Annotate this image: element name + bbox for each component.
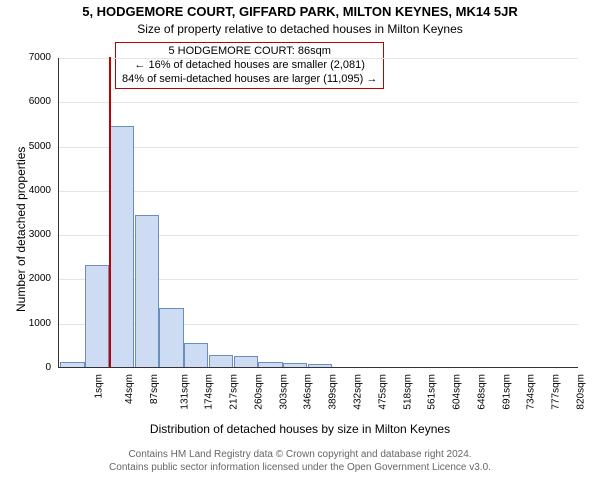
x-tick-label: 648sqm xyxy=(476,374,487,410)
y-tick-label: 1000 xyxy=(1,318,51,329)
x-tick-label: 389sqm xyxy=(328,374,339,410)
page-subtitle: Size of property relative to detached ho… xyxy=(0,22,600,36)
histogram-bar xyxy=(184,343,208,367)
footer-line-2: Contains public sector information licen… xyxy=(0,461,600,474)
x-axis-label: Distribution of detached houses by size … xyxy=(0,422,600,436)
histogram-bar xyxy=(209,355,233,367)
gridline xyxy=(59,58,578,59)
gridline xyxy=(59,147,578,148)
histogram-bar xyxy=(85,265,109,367)
histogram-bar xyxy=(110,126,134,367)
x-tick-label: 303sqm xyxy=(278,374,289,410)
x-tick-label: 777sqm xyxy=(551,374,562,410)
histogram-bar xyxy=(258,362,282,367)
y-tick-label: 7000 xyxy=(1,52,51,63)
x-tick-label: 44sqm xyxy=(124,374,135,404)
y-tick-label: 0 xyxy=(1,362,51,373)
x-tick-label: 346sqm xyxy=(303,374,314,410)
x-tick-label: 734sqm xyxy=(526,374,537,410)
x-tick-label: 1sqm xyxy=(94,374,105,398)
x-tick-label: 174sqm xyxy=(204,374,215,410)
x-tick-label: 518sqm xyxy=(402,374,413,410)
histogram-bar xyxy=(135,215,159,367)
histogram-chart: 010002000300040005000600070001sqm44sqm87… xyxy=(58,58,578,368)
x-tick-label: 260sqm xyxy=(254,374,265,410)
x-tick-label: 820sqm xyxy=(575,374,586,410)
y-tick-label: 6000 xyxy=(1,96,51,107)
annotation-line-1: 5 HODGEMORE COURT: 86sqm xyxy=(122,45,377,59)
x-tick-label: 475sqm xyxy=(377,374,388,410)
property-marker-line xyxy=(109,57,111,367)
x-tick-label: 561sqm xyxy=(427,374,438,410)
x-tick-label: 87sqm xyxy=(149,374,160,404)
footer-line-1: Contains HM Land Registry data © Crown c… xyxy=(0,448,600,461)
histogram-bar xyxy=(60,362,84,367)
footer-attribution: Contains HM Land Registry data © Crown c… xyxy=(0,448,600,474)
x-tick-label: 217sqm xyxy=(229,374,240,410)
histogram-bar xyxy=(283,363,307,367)
y-axis-label: Number of detached properties xyxy=(14,147,28,312)
histogram-bar xyxy=(234,356,258,367)
x-tick-label: 432sqm xyxy=(353,374,364,410)
page-title-address: 5, HODGEMORE COURT, GIFFARD PARK, MILTON… xyxy=(0,4,600,19)
x-tick-label: 691sqm xyxy=(501,374,512,410)
x-tick-label: 604sqm xyxy=(452,374,463,410)
histogram-bar xyxy=(159,308,183,367)
gridline xyxy=(59,191,578,192)
x-tick-label: 131sqm xyxy=(179,374,190,410)
histogram-bar xyxy=(308,364,332,367)
gridline xyxy=(59,102,578,103)
